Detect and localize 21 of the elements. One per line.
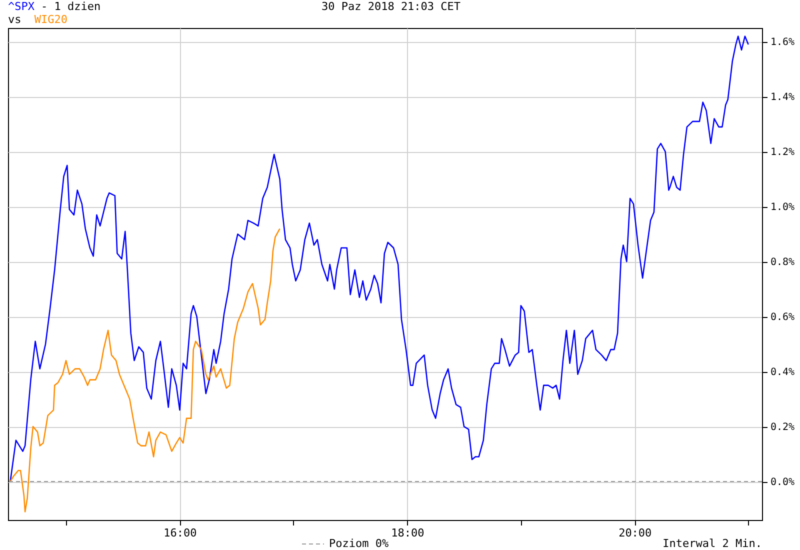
text: 30 Paz 2018 21:03 CET (321, 0, 461, 13)
y-tick-label: 1.2% (770, 147, 795, 158)
text: vs (8, 13, 22, 26)
y-tick-label: 0.2% (770, 422, 795, 434)
y-tick-label: 1.6% (770, 37, 795, 48)
x-tick-label: 20:00 (618, 526, 652, 540)
legend-label: Poziom 0% (329, 537, 389, 550)
x-tick-label: 18:00 (391, 526, 424, 540)
text: Interwal 2 Min. (662, 537, 762, 550)
text: WIG20 (34, 13, 68, 26)
y-tick-label: 1.4% (770, 92, 795, 104)
text: ^SPX (8, 0, 35, 13)
y-tick-label: 1.0% (770, 202, 795, 214)
y-tick-label: 0.4% (770, 367, 795, 378)
line-series (10, 36, 750, 482)
y-tick-label: 0.6% (770, 312, 795, 324)
chart-title: - 1 dzien (41, 0, 101, 13)
x-tick-label: 16:00 (164, 526, 197, 540)
line-series (10, 228, 280, 512)
y-tick-label: 0.0% (770, 477, 795, 488)
y-tick-label: 0.8% (770, 257, 795, 268)
